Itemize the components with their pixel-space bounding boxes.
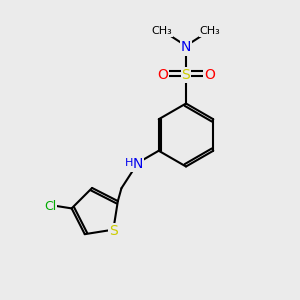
Text: O: O xyxy=(204,68,215,82)
Text: H: H xyxy=(134,159,142,169)
Text: S: S xyxy=(109,224,118,238)
Text: N: N xyxy=(133,157,143,171)
Text: CH₃: CH₃ xyxy=(200,26,220,36)
Text: O: O xyxy=(157,68,168,82)
Text: N: N xyxy=(128,157,139,171)
Text: H: H xyxy=(125,158,133,168)
Text: N: N xyxy=(181,40,191,54)
Text: Cl: Cl xyxy=(44,200,56,213)
Text: CH₃: CH₃ xyxy=(152,26,172,36)
Text: S: S xyxy=(182,68,190,82)
